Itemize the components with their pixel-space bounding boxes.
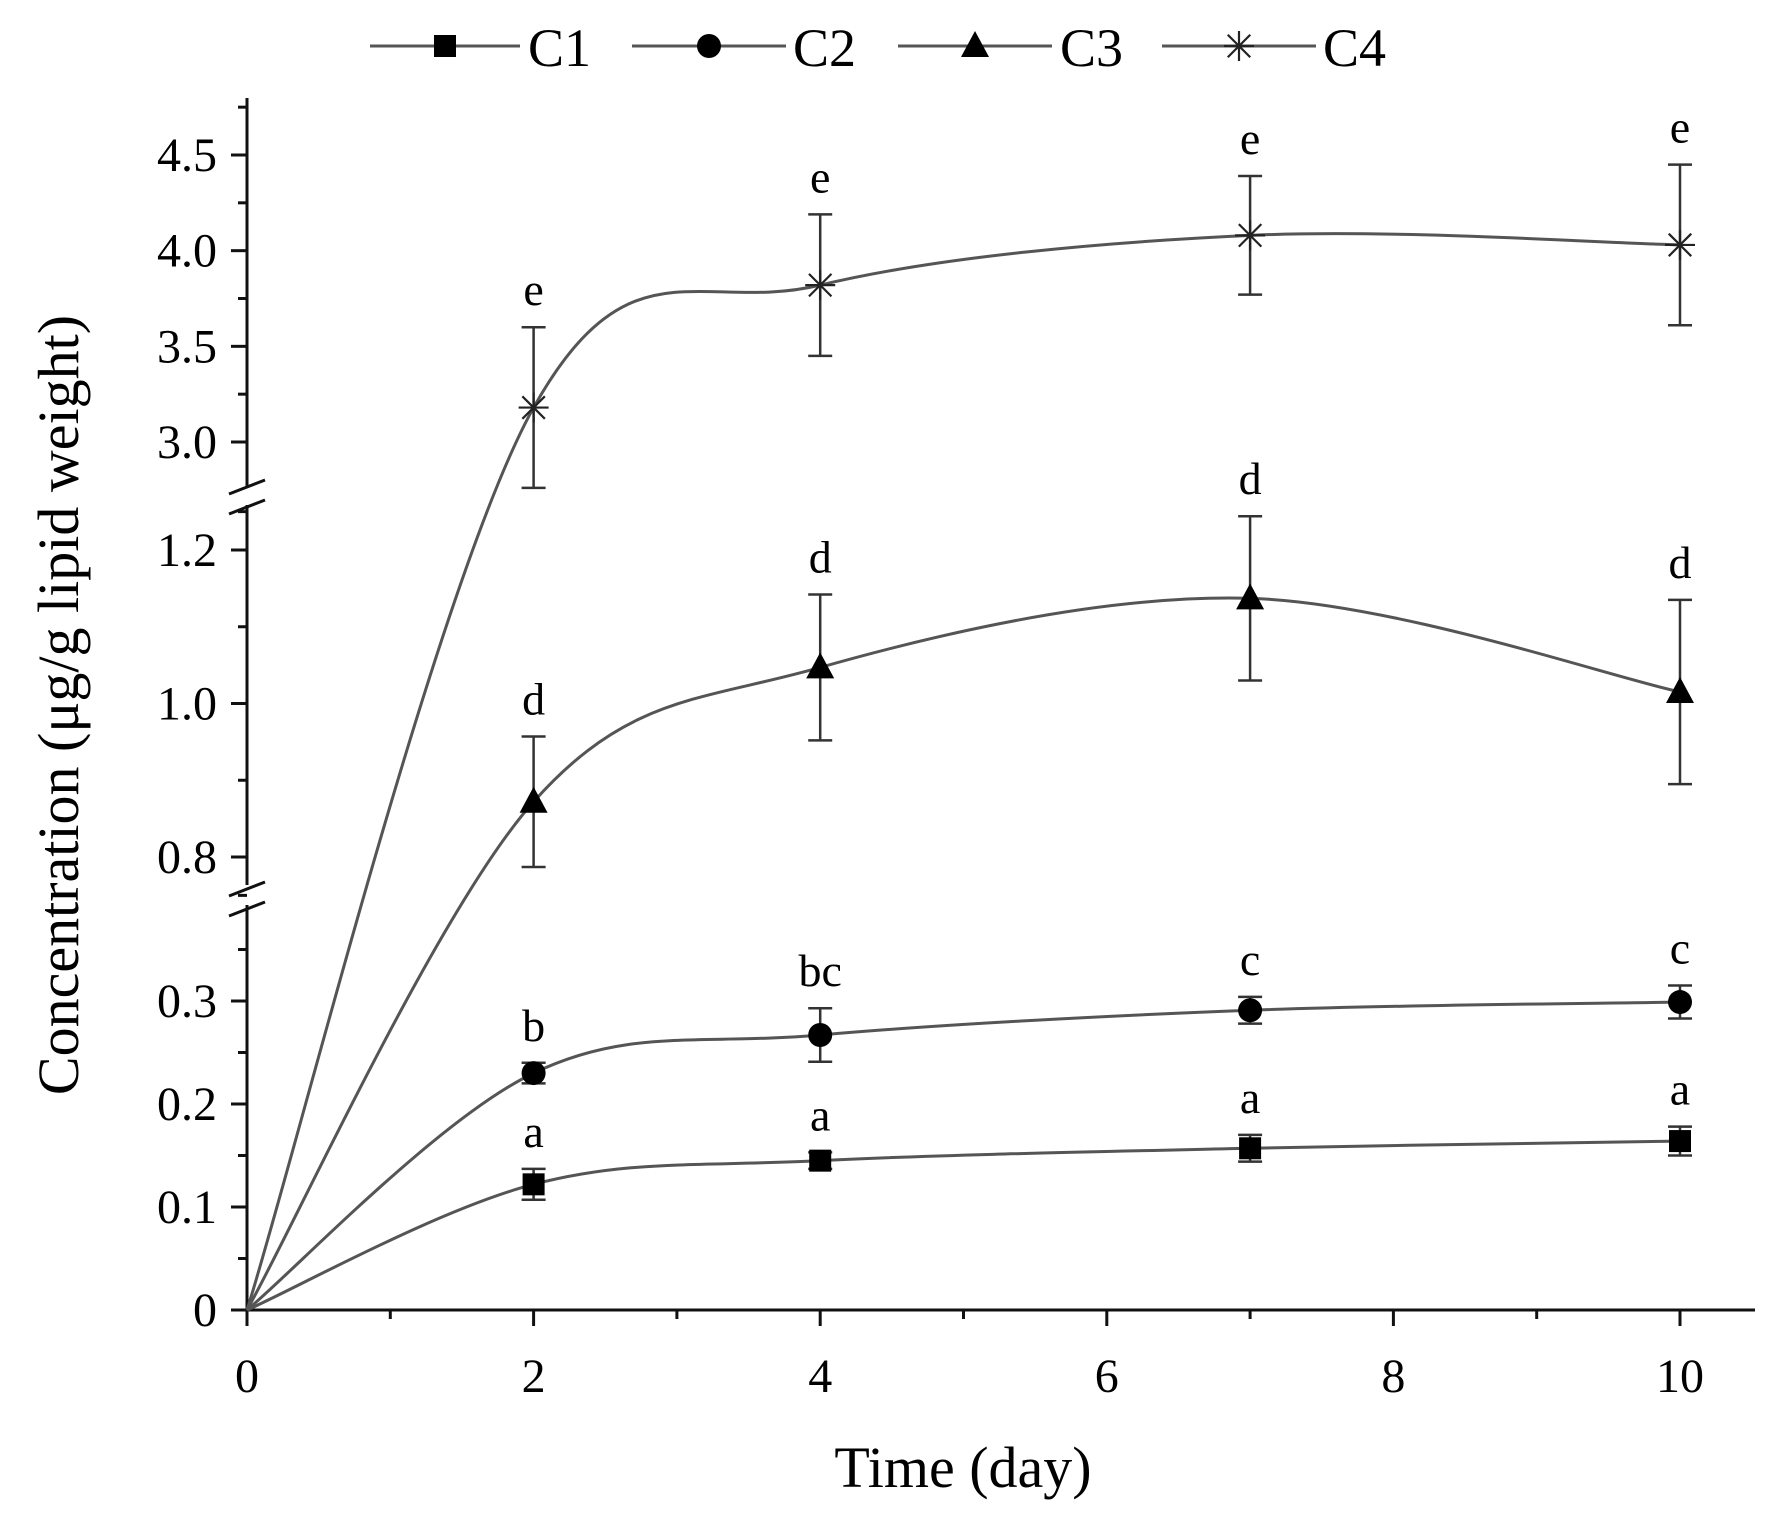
significance-label: a <box>1670 1064 1690 1115</box>
legend-label: C2 <box>793 18 856 78</box>
data-point-c3 <box>1666 676 1694 703</box>
legend-label: C4 <box>1323 18 1386 78</box>
legend-item-c4: C4 <box>1162 18 1386 78</box>
significance-label: e <box>523 264 543 315</box>
data-point-c4 <box>1665 229 1695 260</box>
significance-label: bc <box>798 945 841 996</box>
significance-label: e <box>810 151 830 202</box>
y-tick-label: 0.3 <box>157 975 217 1028</box>
legend-label: C3 <box>1060 18 1123 78</box>
data-point-c4 <box>1235 220 1266 251</box>
legend: C1 C2 C3 C4 <box>370 18 1386 78</box>
data-point-c2 <box>808 1022 833 1047</box>
data-point-c2 <box>1238 998 1263 1023</box>
y-tick-label: 4.5 <box>157 129 217 182</box>
significance-label: d <box>1239 453 1262 504</box>
legend-item-c3: C3 <box>898 18 1123 78</box>
y-tick-label: 0.2 <box>157 1078 217 1131</box>
x-tick-label: 6 <box>1095 1350 1119 1403</box>
significance-labels-group: a a a a b bc c c d d d d e e e e <box>522 102 1691 1157</box>
y-tick-label: 0 <box>193 1284 217 1337</box>
data-point-c3 <box>806 652 835 679</box>
axes-group: 0 2 4 6 8 10 0 0.1 0.2 0.3 0.8 1.0 1.2 3.0 3.5 4.0 4.5 Ti… <box>26 98 1755 1500</box>
series-group <box>245 163 1749 1312</box>
y-tick-label: 3.5 <box>157 320 217 373</box>
significance-label: b <box>522 1000 545 1051</box>
x-tick-label: 8 <box>1381 1350 1405 1403</box>
series-line-c4 <box>245 232 1681 1311</box>
data-point-c2 <box>1668 990 1692 1015</box>
significance-label: a <box>523 1106 543 1157</box>
y-tick-label: 1.0 <box>157 678 217 731</box>
legend-marker-c2 <box>697 34 721 58</box>
x-axis-title: Time (day) <box>834 1435 1091 1500</box>
data-point-c1 <box>522 1173 545 1196</box>
y-tick-label: 0.8 <box>157 831 217 884</box>
y-axis-title: Concentration (μg/g lipid weight) <box>26 315 91 1095</box>
significance-label: d <box>809 532 832 583</box>
series-line-c2 <box>246 1000 1681 1312</box>
legend-label: C1 <box>528 18 591 78</box>
x-tick-label: 10 <box>1656 1350 1704 1403</box>
significance-label: c <box>1240 934 1260 985</box>
y-tick-label: 3.0 <box>157 416 217 469</box>
axis-break-mark <box>228 880 266 898</box>
x-tick-label: 4 <box>808 1350 832 1403</box>
legend-marker-c3 <box>961 31 989 57</box>
significance-label: d <box>522 674 545 725</box>
legend-marker-c1 <box>434 35 456 57</box>
data-point-c3 <box>519 786 548 813</box>
data-point-c1 <box>1239 1137 1262 1160</box>
x-tick-label: 2 <box>522 1350 546 1403</box>
axis-break-mark <box>228 478 266 496</box>
y-tick-label: 1.2 <box>157 524 217 577</box>
legend-item-c2: C2 <box>632 18 856 78</box>
series-line-c1 <box>246 1139 1681 1312</box>
significance-label: a <box>810 1089 830 1140</box>
series-line-c3 <box>245 596 1681 1311</box>
axis-break-mark <box>228 900 266 918</box>
significance-label: a <box>1240 1072 1260 1123</box>
significance-label: d <box>1669 537 1692 588</box>
axis-break-mark <box>228 498 266 516</box>
y-tick-label: 4.0 <box>157 225 217 278</box>
data-point-c4 <box>518 392 549 423</box>
data-point-c4 <box>805 270 836 301</box>
break-band <box>249 892 1749 900</box>
legend-item-c1: C1 <box>370 18 591 78</box>
data-point-c1 <box>809 1149 832 1172</box>
data-point-c1 <box>1669 1130 1691 1153</box>
legend-marker-c4 <box>1224 31 1254 61</box>
data-point-c2 <box>521 1061 546 1086</box>
significance-label: e <box>1240 113 1260 164</box>
significance-label: c <box>1670 923 1690 974</box>
x-tick-label: 0 <box>235 1350 259 1403</box>
y-tick-label: 0.1 <box>157 1181 217 1234</box>
data-point-c3 <box>1236 583 1265 610</box>
significance-label: e <box>1670 102 1690 153</box>
